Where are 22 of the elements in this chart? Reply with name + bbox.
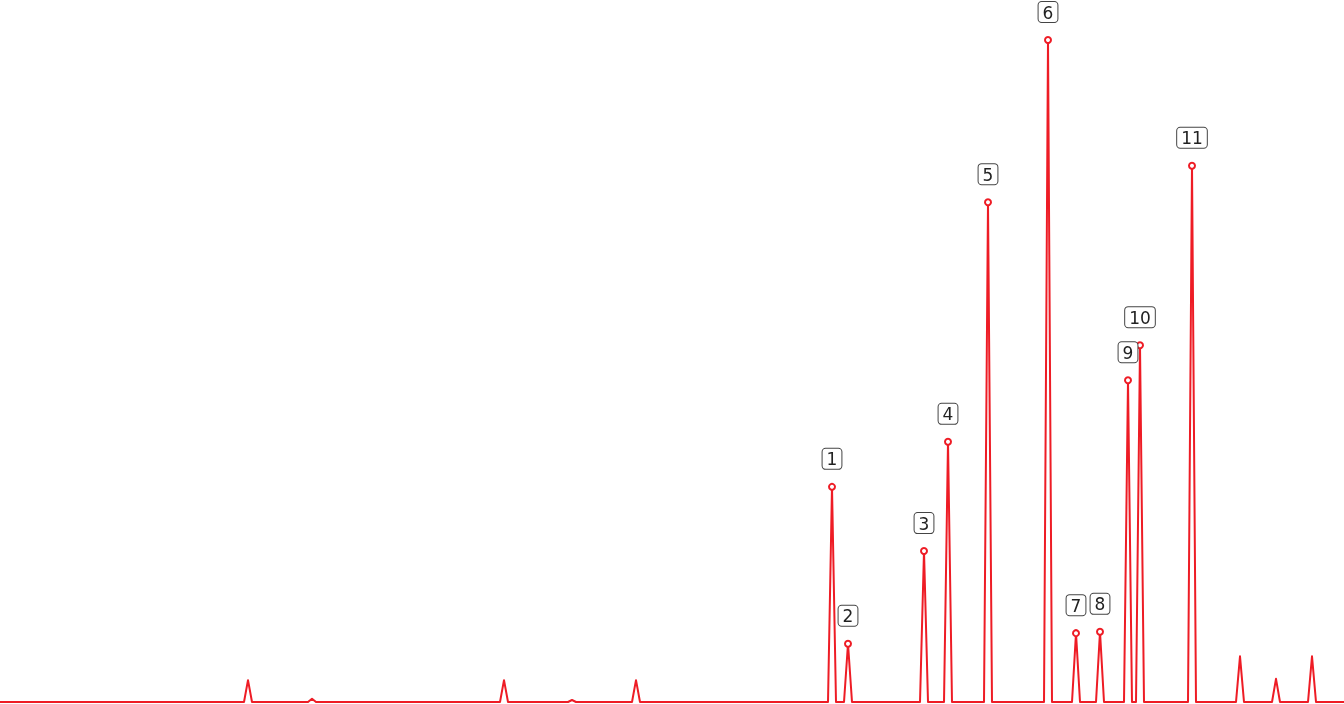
point — [1044, 36, 1052, 44]
annotation: 9 — [1122, 342, 1134, 363]
annotation: 7 — [1070, 595, 1082, 616]
point — [1124, 376, 1132, 385]
annotation: 8 — [1094, 594, 1106, 615]
annotation: 6 — [1042, 2, 1054, 23]
point — [1072, 629, 1080, 638]
point — [1136, 341, 1144, 350]
point — [920, 547, 928, 556]
point — [944, 437, 952, 446]
annotation: 5 — [982, 164, 994, 185]
point — [984, 198, 992, 207]
point — [1188, 161, 1196, 170]
annotation: 11 — [1181, 128, 1203, 149]
annotation: 1 — [826, 449, 838, 470]
annotation: 4 — [942, 404, 954, 425]
annotation: 2 — [842, 606, 854, 627]
annotation: 3 — [918, 513, 930, 534]
annotation: 10 — [1129, 307, 1151, 328]
point — [1096, 627, 1104, 636]
point — [828, 482, 836, 491]
point — [844, 639, 852, 648]
